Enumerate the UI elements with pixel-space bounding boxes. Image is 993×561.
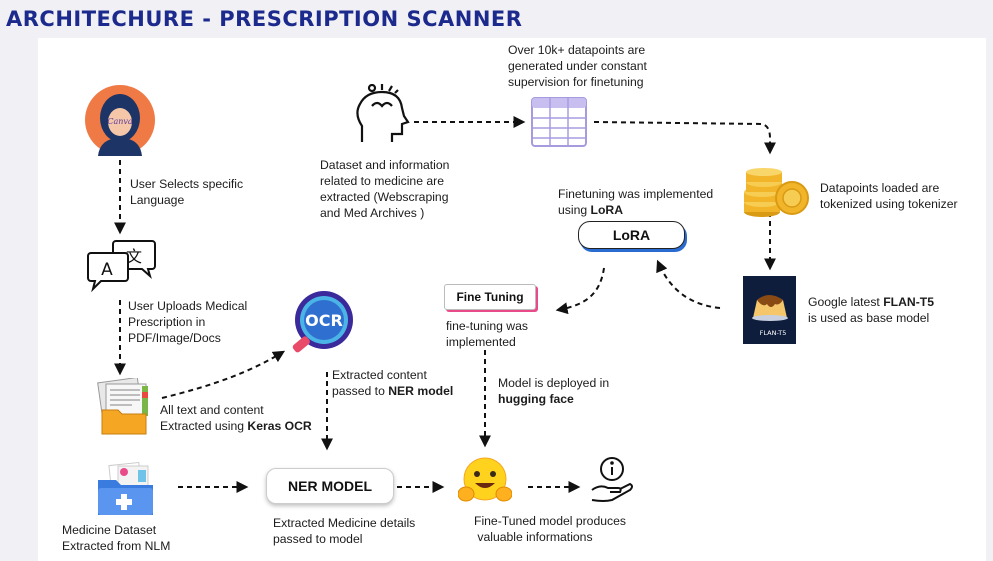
flan-t5-icon: FLAN-T5	[743, 276, 796, 344]
arrow-lora-to-finetuning	[555, 267, 605, 315]
user-selects-label: User Selects specific Language	[130, 177, 244, 207]
tokenized-label: Datapoints loaded are tokenized using to…	[820, 181, 958, 211]
avatar-icon: Canva	[85, 85, 155, 156]
fine-tuning-box: Fine Tuning	[444, 284, 536, 310]
lora-box: LoRA	[578, 221, 685, 249]
translate-icon: 文 A	[87, 240, 156, 293]
table-icon	[531, 97, 587, 147]
medicine-dataset-label: Medicine Dataset Extracted from NLM	[62, 523, 171, 553]
info-hand-icon	[591, 457, 633, 502]
dataset-info-label: Dataset and information related to medic…	[320, 158, 450, 220]
documents-icon	[97, 378, 148, 435]
deployed-label: Model is deployed in hugging face	[498, 376, 610, 406]
coins-icon	[744, 168, 809, 217]
svg-text:A: A	[101, 260, 113, 280]
all-text-label: All text and content Extracted using Ker…	[160, 403, 312, 433]
flan-t5-label: Google latest FLAN-T5 is used as base mo…	[808, 295, 934, 325]
arrow-table-to-coins	[593, 121, 776, 155]
svg-text:文: 文	[126, 247, 142, 266]
hugging-face-icon	[458, 457, 512, 502]
user-uploads-label: User Uploads Medical Prescription in PDF…	[128, 299, 248, 345]
svg-text:FLAN-T5: FLAN-T5	[760, 329, 787, 337]
svg-text:OCR: OCR	[305, 311, 343, 330]
finetuning-implemented-label: Finetuning was implemented using LoRA	[558, 187, 714, 217]
datapoints-generated-label: Over 10k+ datapoints are generated under…	[508, 43, 647, 89]
page-title: ARCHITECHURE - PRESCRIPTION SCANNER	[6, 7, 523, 31]
extracted-medicine-label: Extracted Medicine details passed to mod…	[273, 516, 416, 546]
medicine-folder-icon	[98, 462, 153, 515]
ner-model-box: NER MODEL	[266, 468, 394, 504]
fine-tuned-model-label: Fine-Tuned model produces valuable infor…	[474, 514, 626, 544]
arrow-docs-to-ocr	[161, 350, 286, 399]
brain-ideas-icon	[356, 84, 410, 142]
svg-text:Canva: Canva	[107, 117, 133, 126]
arrow-flan-to-lora	[656, 259, 721, 309]
extracted-content-label: Extracted content passed to NER model	[332, 368, 454, 398]
fine-tuning-implemented-label: fine-tuning was implemented	[446, 319, 528, 349]
ocr-icon: OCR	[292, 291, 353, 353]
